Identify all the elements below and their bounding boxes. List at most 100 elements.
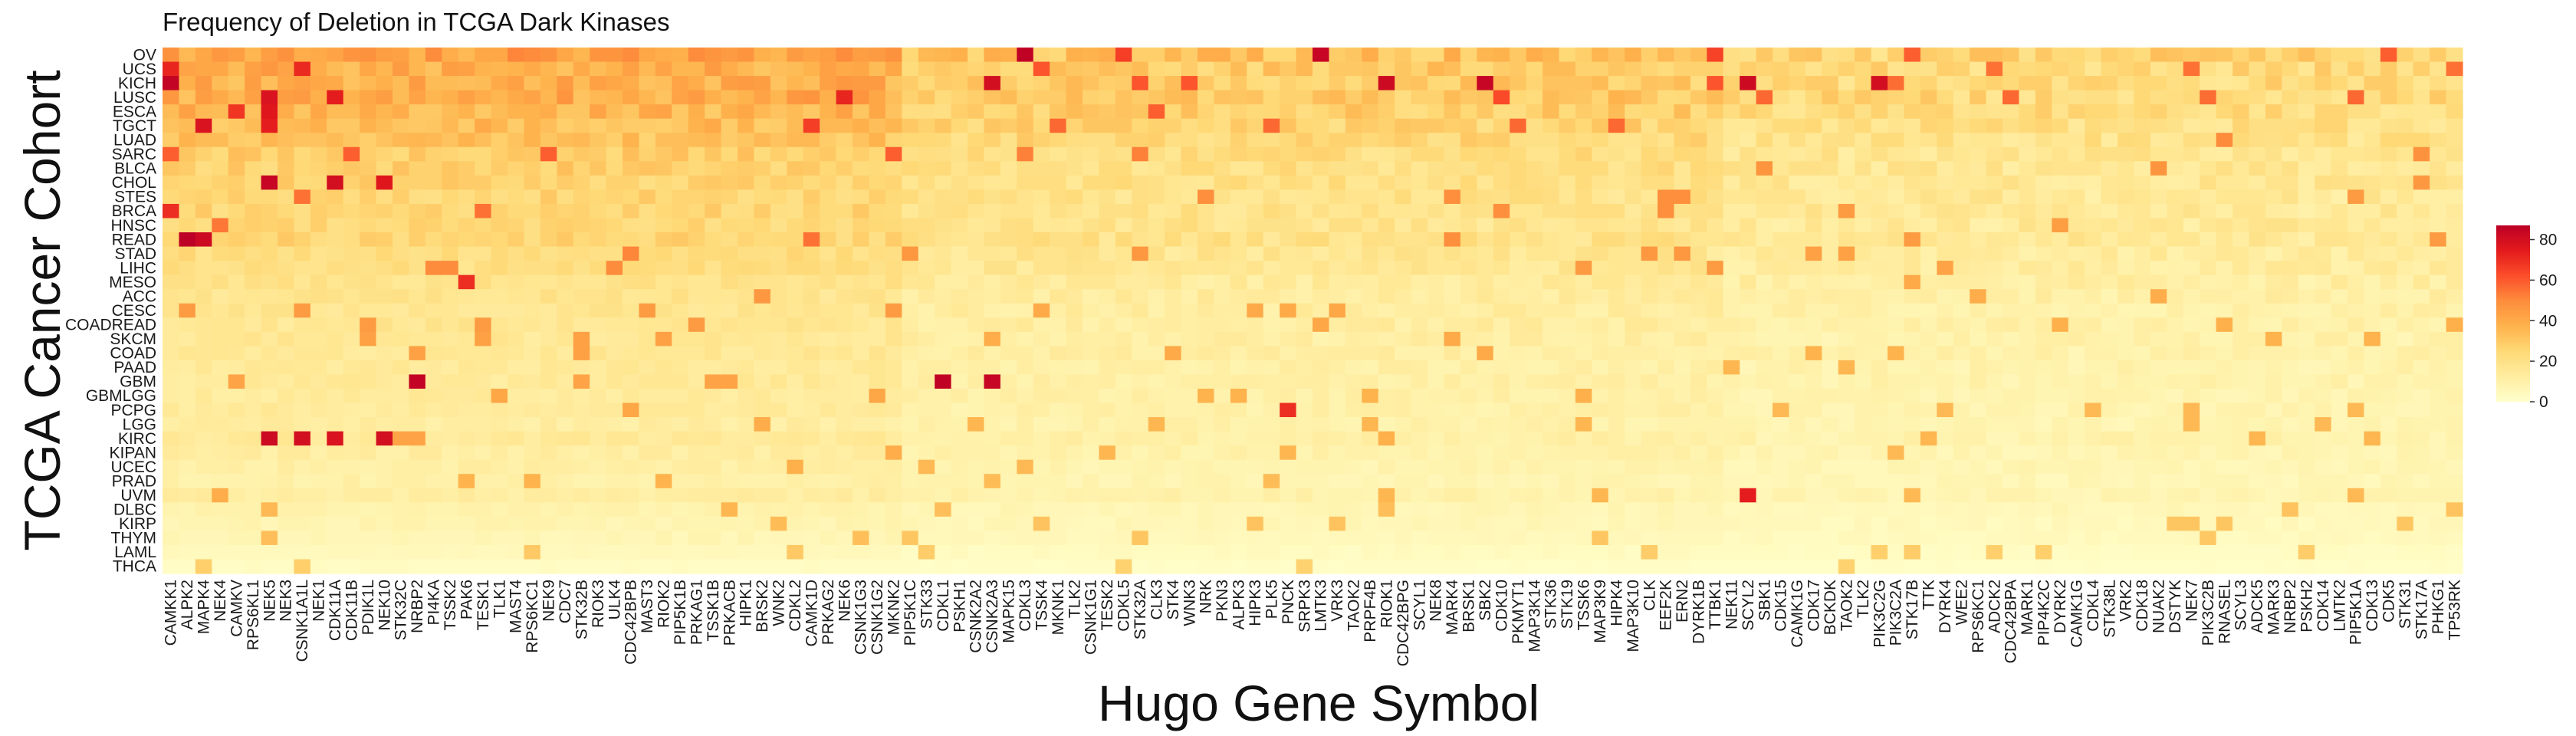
heatmap-cell (360, 431, 377, 446)
heatmap-cell (1000, 531, 1017, 546)
heatmap-cell (1723, 303, 1740, 318)
heatmap-cell (1575, 303, 1592, 318)
heatmap-cell (1641, 90, 1658, 105)
heatmap-cell (1148, 303, 1165, 318)
heatmap-cell (1000, 61, 1017, 77)
heatmap-cell (2315, 374, 2332, 389)
heatmap-cell (672, 317, 689, 333)
heatmap-cell (2035, 289, 2052, 304)
heatmap-cell (212, 531, 229, 546)
heatmap-cell (540, 346, 557, 361)
heatmap-cell (705, 388, 722, 404)
heatmap-cell (1263, 203, 1280, 219)
heatmap-cell (1740, 317, 1757, 333)
heatmap-cell (2364, 76, 2381, 91)
heatmap-cell (2364, 488, 2381, 503)
heatmap-cell (1641, 317, 1658, 333)
heatmap-cell (1740, 232, 1757, 248)
heatmap-cell (606, 388, 623, 404)
heatmap-cell (2118, 417, 2135, 432)
heatmap-cell (623, 133, 640, 148)
heatmap-cell (2068, 374, 2085, 389)
heatmap-cell (2298, 218, 2315, 233)
heatmap-cell (1115, 402, 1132, 418)
heatmap-cell (853, 189, 870, 205)
heatmap-cell (1099, 246, 1116, 261)
heatmap-cell (1822, 175, 1839, 190)
heatmap-cell (820, 544, 837, 560)
heatmap-cell (2085, 203, 2102, 219)
heatmap-cell (2167, 48, 2184, 63)
heatmap-cell (1132, 516, 1149, 531)
heatmap-cell (179, 502, 196, 518)
heatmap-cell (1805, 246, 1822, 261)
heatmap-cell (2249, 402, 2266, 418)
heatmap-cell (1083, 118, 1100, 133)
heatmap-cell (2150, 488, 2167, 503)
heatmap-cell (1592, 274, 1609, 290)
heatmap-cell (1526, 417, 1543, 432)
heatmap-cell (705, 104, 722, 120)
heatmap-cell (1510, 76, 1527, 91)
heatmap-cell (1033, 317, 1050, 333)
heatmap-cell (393, 516, 410, 531)
heatmap-cell (639, 274, 656, 290)
heatmap-cell (721, 417, 738, 432)
heatmap-cell (1444, 346, 1461, 361)
heatmap-cell (984, 402, 1001, 418)
heatmap-cell (2052, 232, 2069, 248)
heatmap-cell (1559, 474, 1576, 489)
heatmap-cell (1871, 133, 1888, 148)
heatmap-cell (2282, 48, 2299, 63)
heatmap-cell (2413, 502, 2430, 518)
heatmap-cell (1263, 303, 1280, 318)
heatmap-cell (2003, 388, 2020, 404)
heatmap-cell (2348, 445, 2365, 461)
heatmap-cell (1822, 48, 1839, 63)
heatmap-cell (425, 531, 442, 546)
heatmap-cell (1559, 544, 1576, 560)
heatmap-cell (1871, 232, 1888, 248)
heatmap-cell (1296, 346, 1313, 361)
heatmap-cell (1937, 317, 1954, 333)
heatmap-cell (2085, 488, 2102, 503)
heatmap-cell (1855, 388, 1872, 404)
heatmap-cell (343, 118, 360, 133)
heatmap-cell (655, 431, 672, 446)
heatmap-cell (853, 303, 870, 318)
heatmap-cell (721, 516, 738, 531)
heatmap-cell (918, 431, 935, 446)
heatmap-cell (1411, 274, 1428, 290)
heatmap-cell (1148, 474, 1165, 489)
heatmap-cell (2150, 76, 2167, 91)
heatmap-cell (1756, 289, 1773, 304)
heatmap-cell (1395, 445, 1412, 461)
heatmap-cell (2150, 61, 2167, 77)
heatmap-cell (1033, 445, 1050, 461)
heatmap-cell (655, 161, 672, 176)
heatmap-cell (1559, 346, 1576, 361)
heatmap-cell (310, 246, 327, 261)
heatmap-cell (1723, 48, 1740, 63)
heatmap-cell (2200, 502, 2217, 518)
heatmap-cell (1986, 289, 2003, 304)
heatmap-cell (1345, 531, 1362, 546)
heatmap-cell (1920, 303, 1937, 318)
heatmap-cell (1313, 118, 1330, 133)
heatmap-cell (1000, 289, 1017, 304)
heatmap-cell (1148, 76, 1165, 91)
heatmap-cell (1888, 374, 1905, 389)
heatmap-cell (1313, 161, 1330, 176)
heatmap-cell (1822, 261, 1839, 276)
heatmap-cell (2019, 161, 2036, 176)
heatmap-cell (1805, 203, 1822, 219)
heatmap-cell (2249, 531, 2266, 546)
heatmap-cell (2282, 459, 2299, 475)
heatmap-cell (1575, 246, 1592, 261)
heatmap-cell (557, 218, 574, 233)
heatmap-cell (803, 388, 820, 404)
heatmap-cell (1674, 402, 1691, 418)
heatmap-cell (836, 133, 853, 148)
heatmap-cell (557, 274, 574, 290)
heatmap-cell (2233, 360, 2250, 376)
